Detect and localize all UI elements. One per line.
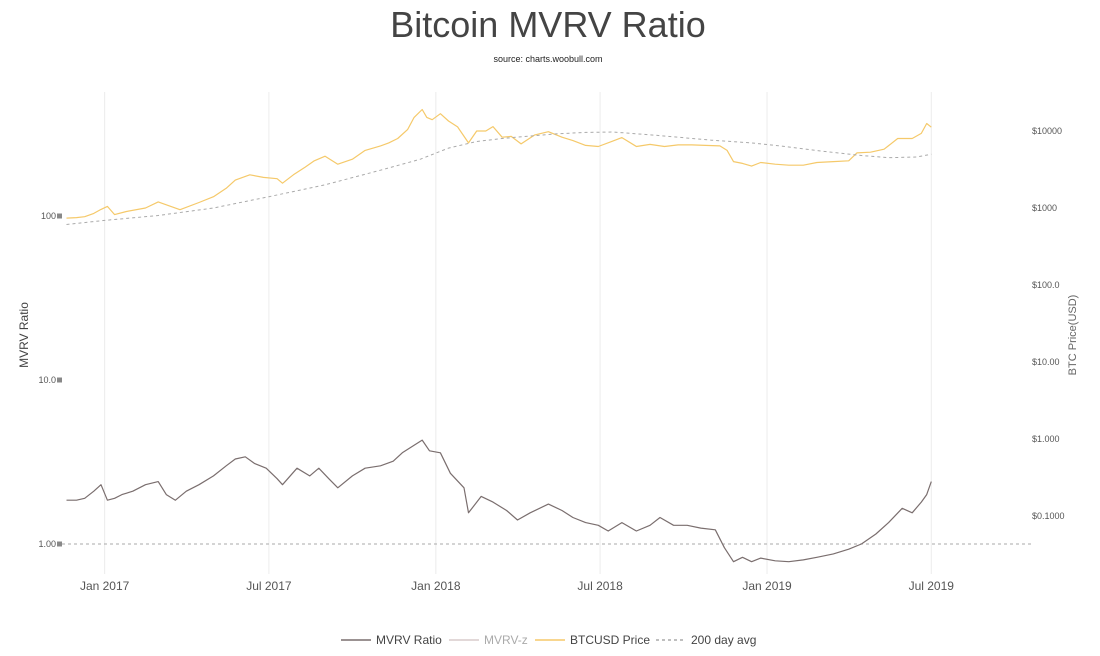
y2-axis-title: BTC Price(USD) (1067, 295, 1079, 376)
series-layer (66, 108, 932, 563)
x-tick-label: Jan 2019 (742, 579, 792, 593)
y2-axis-ticks: $0.1000 $1.000 $10.00 $100.0 $1000 $10000 (1032, 126, 1065, 521)
y-tick-marker (57, 541, 62, 547)
series-line-mvrv-ratio (66, 439, 932, 563)
y-tick-label: 100 (41, 211, 56, 221)
y-tick-label: 1.00 (38, 539, 56, 549)
x-tick-label: Jan 2017 (80, 579, 130, 593)
y-tick-label: 10.0 (38, 375, 56, 385)
legend-item-label: MVRV Ratio (376, 633, 442, 647)
x-axis-ticks: Jan 2017 Jul 2017 Jan 2018 Jul 2018 Jan 2019… (80, 579, 954, 593)
x-tick-label: Jan 2018 (411, 579, 461, 593)
series-line-btcusd-price (66, 108, 932, 219)
y-axis-ticks: 1.00 10.0 100 (38, 211, 62, 549)
y2-tick-label: $10000 (1032, 126, 1062, 136)
legend: MVRV Ratio MVRV-z BTCUSD Price 200 day avg (341, 633, 756, 647)
series-line-200-day-avg (66, 131, 932, 225)
y-tick-marker (57, 213, 62, 219)
y2-tick-label: $1.000 (1032, 434, 1060, 444)
legend-item-label: 200 day avg (691, 633, 756, 647)
legend-item-label: BTCUSD Price (570, 633, 650, 647)
chart-title: Bitcoin MVRV Ratio (390, 4, 705, 45)
y2-tick-label: $0.1000 (1032, 511, 1065, 521)
chart-subtitle: source: charts.woobull.com (493, 54, 602, 64)
y2-tick-label: $1000 (1032, 203, 1057, 213)
y-axis-title: MVRV Ratio (17, 302, 31, 368)
legend-item-label: MVRV-z (484, 633, 528, 647)
y2-tick-label: $100.0 (1032, 280, 1060, 290)
x-tick-label: Jul 2019 (909, 579, 955, 593)
y2-tick-label: $10.00 (1032, 357, 1060, 367)
x-tick-label: Jul 2017 (246, 579, 292, 593)
x-tick-label: Jul 2018 (577, 579, 623, 593)
y-tick-marker (57, 377, 62, 383)
